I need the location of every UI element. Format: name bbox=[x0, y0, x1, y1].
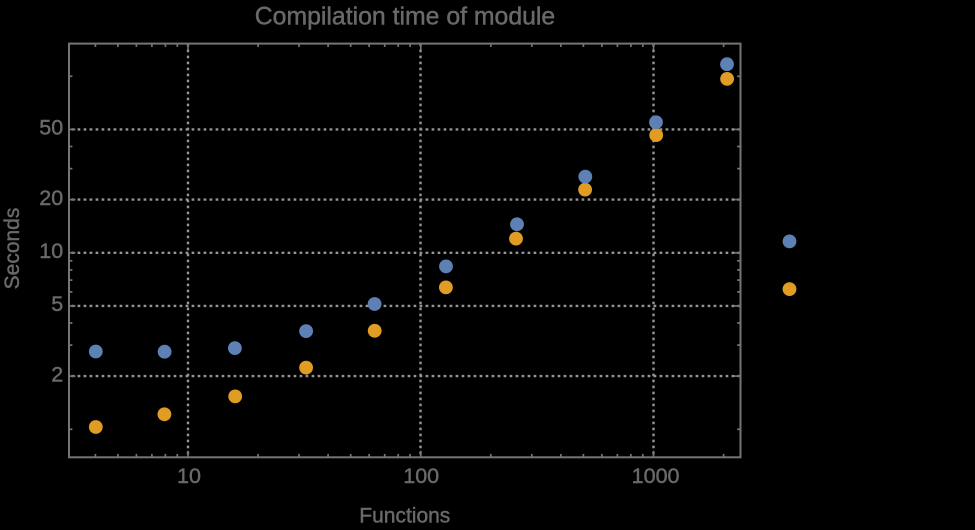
svg-text:Functions: Functions bbox=[359, 505, 450, 526]
svg-text:2: 2 bbox=[51, 362, 63, 386]
svg-text:50: 50 bbox=[39, 116, 63, 140]
svg-text:1000: 1000 bbox=[632, 464, 680, 488]
svg-text:Seconds: Seconds bbox=[1, 208, 24, 290]
svg-text:100: 100 bbox=[403, 464, 439, 488]
svg-text:5: 5 bbox=[51, 292, 63, 316]
svg-text:Compilation time of module: Compilation time of module bbox=[255, 4, 555, 31]
svg-text:20: 20 bbox=[39, 186, 63, 210]
svg-text:10: 10 bbox=[177, 464, 201, 488]
svg-text:10: 10 bbox=[39, 239, 63, 263]
